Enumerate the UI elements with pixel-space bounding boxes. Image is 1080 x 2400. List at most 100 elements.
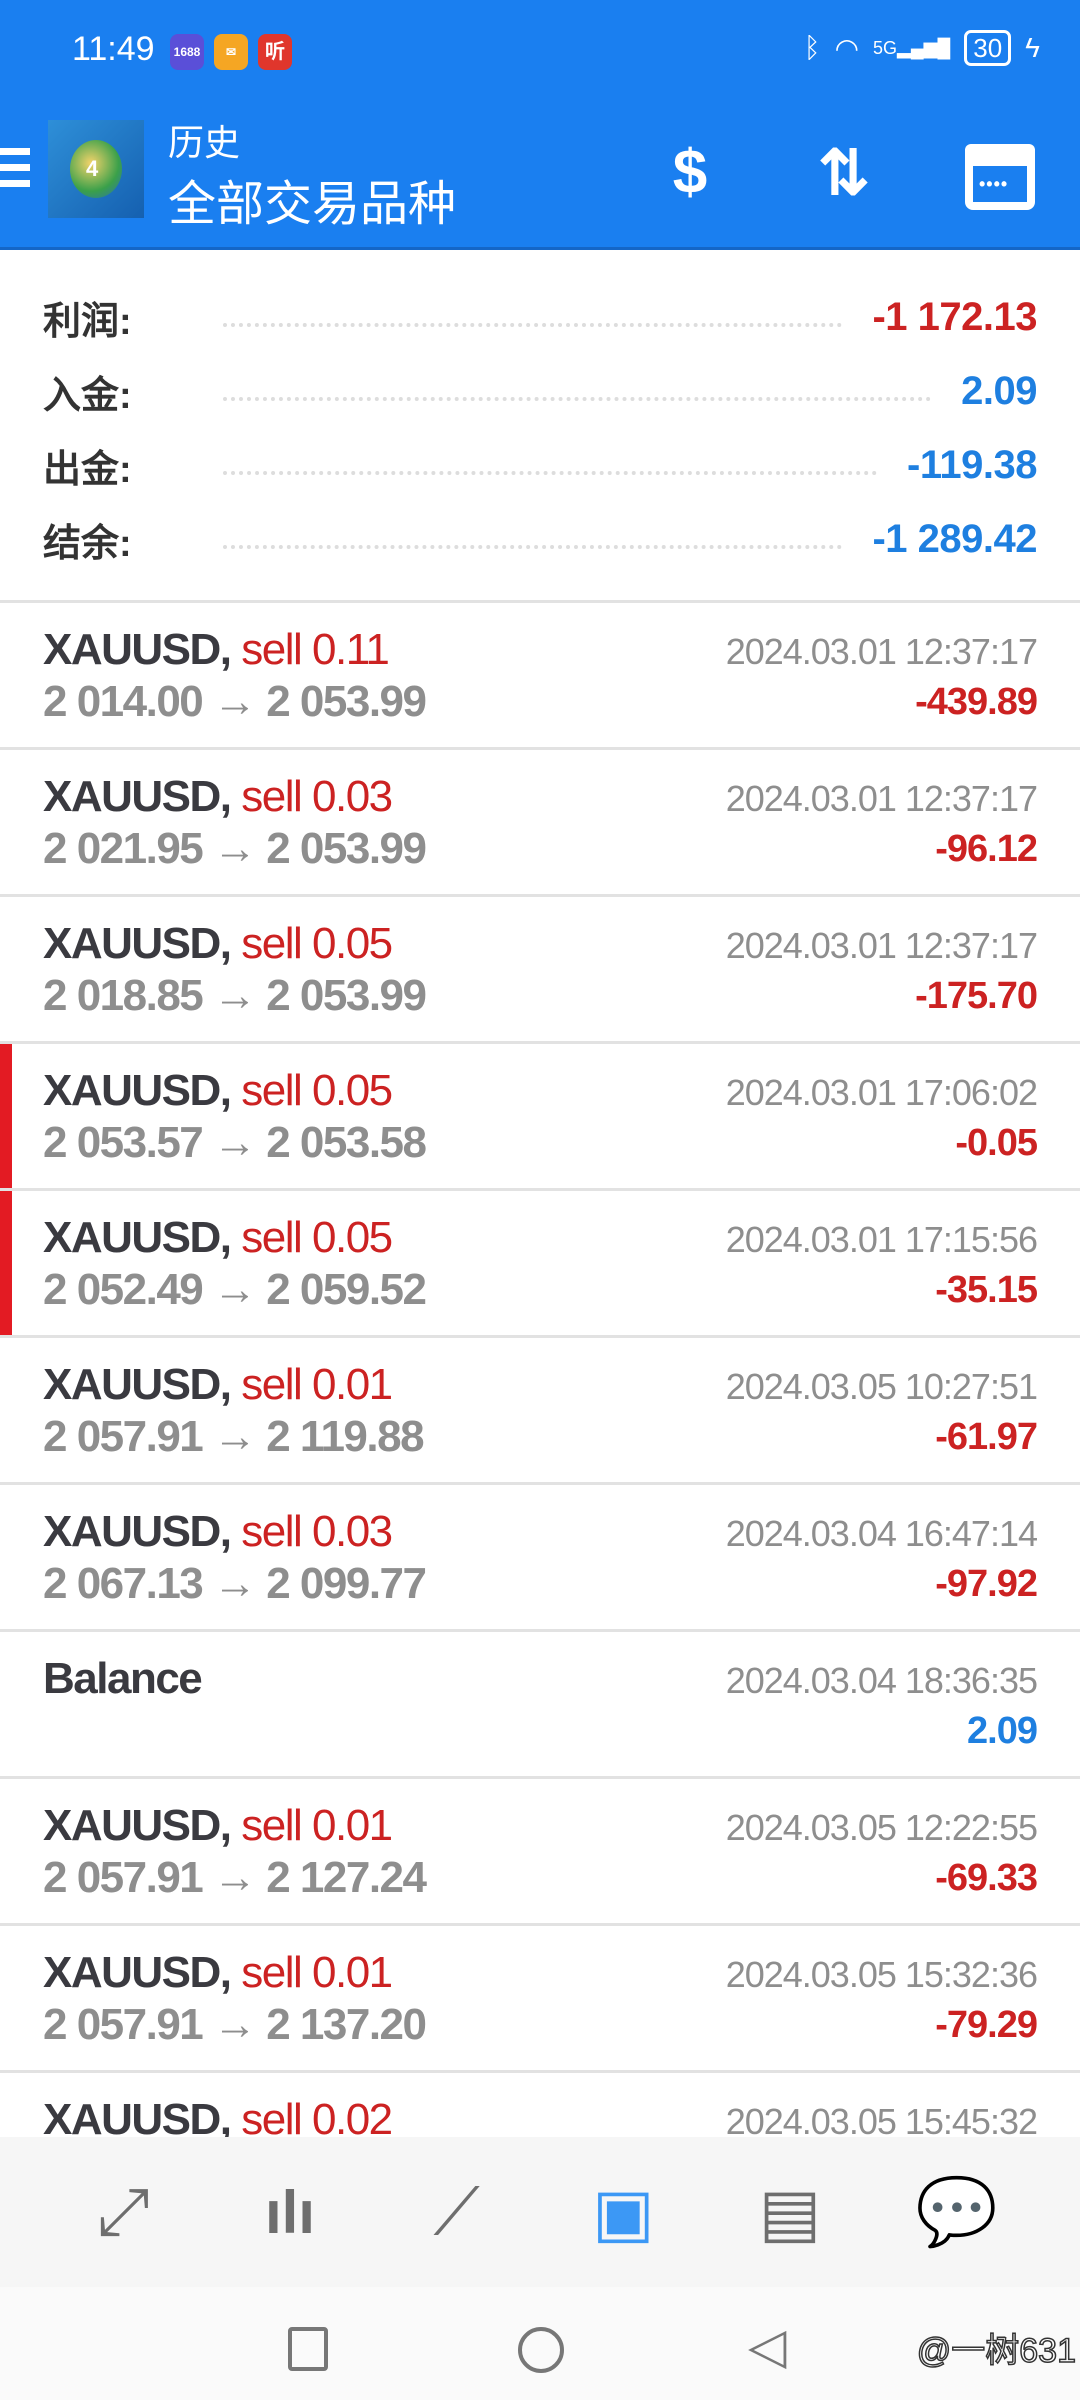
sort-icon[interactable]: ⇅	[818, 138, 870, 208]
signal-icon: 5G▂▄▆█	[873, 37, 951, 58]
deal-row[interactable]: XAUUSD, sell 0.11 2 014.00 → 2 053.99 20…	[0, 603, 1080, 750]
deal-row[interactable]: XAUUSD, sell 0.05 2 053.57 → 2 053.58 20…	[0, 1044, 1080, 1191]
deal-time: 2024.03.01 12:37:17	[725, 778, 1038, 819]
deal-title: Balance	[43, 1654, 203, 1704]
deal-row[interactable]: Balance 2024.03.04 18:36:35 2.09	[0, 1632, 1080, 1779]
bluetooth-icon: ᛒ	[803, 32, 821, 63]
arrows-diagonal-icon[interactable]: ⤢	[96, 2173, 150, 2248]
deal-row[interactable]: XAUUSD, sell 0.03 2 021.95 → 2 053.99 20…	[0, 750, 1080, 897]
deal-symbol: XAUUSD,	[43, 625, 232, 674]
deal-prices: 2 021.95 → 2 053.99	[43, 824, 427, 873]
deal-side: sell 0.01	[241, 1801, 393, 1850]
status-bar: 11:49 1688 ✉ 听 ᛒ ◠ 5G▂▄▆█ 30 ϟ	[0, 0, 1080, 100]
deal-title: XAUUSD, sell 0.11	[43, 625, 390, 675]
deal-symbol: Balance	[43, 1654, 203, 1703]
deal-row[interactable]: XAUUSD, sell 0.03 2 067.13 → 2 099.77 20…	[0, 1485, 1080, 1632]
deal-time: 2024.03.05 12:22:55	[725, 1807, 1038, 1848]
deal-row[interactable]: XAUUSD, sell 0.05 2 052.49 → 2 059.52 20…	[0, 1191, 1080, 1338]
deal-prices: 2 018.85 → 2 053.99	[43, 971, 427, 1020]
home-button[interactable]	[518, 2327, 564, 2373]
highlight-marker	[0, 1044, 12, 1188]
deal-title: XAUUSD, sell 0.05	[43, 919, 393, 969]
page-title: 历史	[168, 122, 241, 163]
deal-row[interactable]: XAUUSD, sell 0.05 2 018.85 → 2 053.99 20…	[0, 897, 1080, 1044]
mt4-logo: 4	[48, 120, 144, 218]
highlight-marker	[0, 1191, 12, 1335]
deal-prices: 2 057.91 → 2 119.88	[43, 1412, 425, 1461]
clock: 11:49	[72, 30, 155, 68]
deal-side: sell 0.01	[241, 1948, 393, 1997]
summary-row: 利润: -1 172.13	[43, 287, 1037, 347]
recents-button[interactable]	[288, 2327, 328, 2371]
deal-symbol: XAUUSD,	[43, 1801, 232, 1850]
deal-title: XAUUSD, sell 0.02	[43, 2095, 393, 2145]
deal-profit: -439.89	[915, 681, 1038, 723]
deal-symbol: XAUUSD,	[43, 1948, 232, 1997]
chat-icon[interactable]: 💬	[915, 2174, 998, 2248]
wifi-icon: ◠	[834, 32, 860, 64]
trend-icon[interactable]: ⟋	[433, 2173, 480, 2248]
deal-prices: 2 057.91 → 2 127.24	[43, 1853, 427, 1902]
bottom-nav: ⤢ ılı ⟋ ▣ ▤ 💬	[0, 2137, 1080, 2287]
summary-row: 结余: -1 289.42	[43, 509, 1037, 569]
menu-icon[interactable]	[0, 148, 30, 196]
deal-profit: -96.12	[935, 828, 1038, 870]
battery-icon: 30	[964, 30, 1012, 66]
deal-symbol: XAUUSD,	[43, 1507, 232, 1556]
deal-profit: -97.92	[935, 1563, 1038, 1605]
deal-title: XAUUSD, sell 0.03	[43, 772, 393, 822]
deal-title: XAUUSD, sell 0.01	[43, 1948, 393, 1998]
deal-side: sell 0.05	[241, 1213, 393, 1262]
dot-leader	[223, 529, 843, 549]
deal-time: 2024.03.04 18:36:35	[725, 1660, 1038, 1701]
deal-profit: -35.15	[935, 1269, 1038, 1311]
newspaper-icon[interactable]: ▤	[758, 2174, 822, 2249]
deal-profit: -79.29	[935, 2004, 1038, 2046]
summary-value: -119.38	[907, 442, 1037, 487]
deal-side: sell 0.05	[241, 1066, 393, 1115]
app-listen-icon: 听	[258, 34, 292, 70]
summary-value: -1 289.42	[872, 516, 1037, 561]
inbox-icon[interactable]: ▣	[592, 2174, 655, 2249]
deal-symbol: XAUUSD,	[43, 1360, 232, 1409]
summary-value: -1 172.13	[872, 294, 1037, 339]
summary-row: 入金: 2.09	[43, 361, 1037, 421]
deal-title: XAUUSD, sell 0.05	[43, 1066, 393, 1116]
back-button[interactable]: ◁	[748, 2318, 787, 2374]
system-nav: ◁ @一树631	[0, 2287, 1080, 2400]
deal-profit: -175.70	[915, 975, 1038, 1017]
deal-time: 2024.03.01 12:37:17	[725, 925, 1038, 966]
calendar-icon[interactable]	[958, 130, 1042, 214]
summary-value: 2.09	[961, 368, 1037, 413]
deal-profit: 2.09	[967, 1710, 1038, 1752]
deal-symbol: XAUUSD,	[43, 772, 232, 821]
symbol-filter[interactable]: 全部交易品种	[168, 178, 457, 231]
deal-row[interactable]: XAUUSD, sell 0.01 2 057.91 → 2 137.20 20…	[0, 1926, 1080, 2073]
deal-prices: 2 053.57 → 2 053.58	[43, 1118, 427, 1167]
deal-row[interactable]: XAUUSD, sell 0.01 2 057.91 → 2 127.24 20…	[0, 1779, 1080, 1926]
dot-leader	[223, 381, 932, 401]
charging-icon: ϟ	[1025, 32, 1040, 63]
app-1688-icon: 1688	[170, 34, 204, 70]
watermark: @一树631	[916, 2331, 1077, 2371]
summary-row: 出金: -119.38	[43, 435, 1037, 495]
deal-prices: 2 052.49 → 2 059.52	[43, 1265, 427, 1314]
deal-side: sell 0.03	[241, 772, 393, 821]
deal-prices: 2 067.13 → 2 099.77	[43, 1559, 427, 1608]
deal-side: sell 0.03	[241, 1507, 393, 1556]
deal-side: sell 0.01	[241, 1360, 393, 1409]
deal-row[interactable]: XAUUSD, sell 0.01 2 057.91 → 2 119.88 20…	[0, 1338, 1080, 1485]
deal-time: 2024.03.01 17:15:56	[725, 1219, 1038, 1260]
deal-symbol: XAUUSD,	[43, 2095, 232, 2144]
candlestick-icon[interactable]: ılı	[264, 2178, 315, 2246]
deal-time: 2024.03.01 12:37:17	[725, 631, 1038, 672]
deal-time: 2024.03.05 15:32:36	[725, 1954, 1038, 1995]
summary-label: 利润:	[43, 300, 132, 343]
deal-time: 2024.03.01 17:06:02	[725, 1072, 1038, 1113]
deal-profit: -0.05	[955, 1122, 1038, 1164]
deal-prices: 2 014.00 → 2 053.99	[43, 677, 427, 726]
deal-title: XAUUSD, sell 0.01	[43, 1801, 393, 1851]
currency-exchange-icon[interactable]: $	[672, 137, 708, 207]
summary-label: 出金:	[43, 448, 132, 491]
deal-profit: -69.33	[935, 1857, 1038, 1899]
